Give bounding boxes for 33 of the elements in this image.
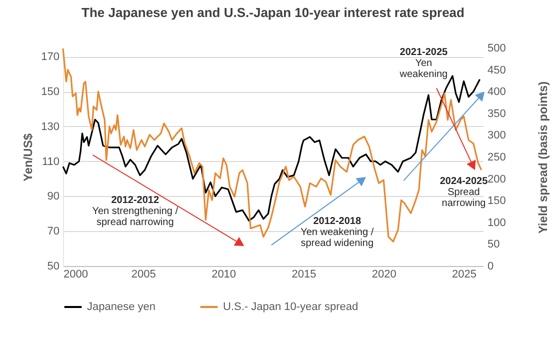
x-tick-label: 2015 [292,268,316,280]
y-tick-label: 70 [47,226,60,238]
x-tick-label: 2005 [131,268,156,280]
annotation: 2012-2018 Yen weakening / spread widening [300,216,374,250]
y2-tick-label: 500 [488,42,506,54]
legend-label: U.S.- Japan 10-year spread [223,301,358,313]
y2-tick-label: 450 [488,64,506,76]
y2-tick-label: 200 [488,173,506,186]
chart-title: The Japanese yen and U.S.-Japan 10-year interest rate spread [82,5,465,20]
y-tick-label: 90 [47,190,60,203]
y2-tick-label: 350 [488,108,506,120]
annotation: 2021-2025 Yen weakening [398,46,448,80]
y2-tick-label: 100 [488,216,506,229]
y-tick-label: 170 [41,51,60,64]
y2-tick-label: 50 [488,238,500,251]
x-tick-label: 2000 [64,268,88,280]
y2-tick-label: 400 [488,86,506,98]
y2-tick-label: 300 [488,130,506,142]
y-tick-label: 50 [47,260,60,272]
annotation: 2012-2012 Yen strengthening / spread narrowing [92,195,178,228]
y-tick-label: 130 [41,120,60,133]
y-axis-title: Yen/US$ [21,133,36,182]
legend-label: Japanese yen [87,301,156,313]
y-tick-label: 110 [42,156,60,168]
x-tick-label: 2025 [452,268,477,280]
y2-tick-label: 250 [488,152,506,164]
y2-axis-title: Yield spread (basis points) [536,81,550,234]
y2-tick-label: 0 [488,260,494,272]
y2-tick-label: 150 [488,195,506,208]
x-tick-label: 2010 [212,268,236,280]
x-tick-label: 2020 [372,268,396,280]
y-tick-label: 150 [41,86,60,98]
annotation: 2024-2025 Spread narrowing [440,176,488,210]
